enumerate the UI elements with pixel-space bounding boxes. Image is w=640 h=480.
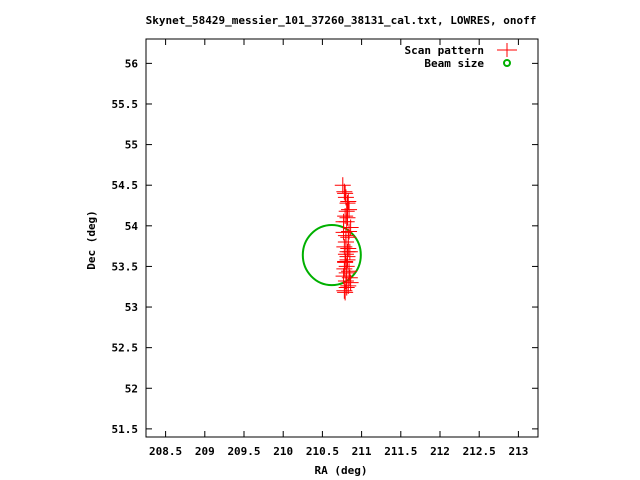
scan-point	[335, 213, 352, 230]
scan-point	[340, 193, 357, 210]
scan-pattern-series	[334, 177, 359, 301]
scan-point	[341, 223, 358, 240]
y-tick-label: 55.5	[112, 98, 139, 111]
x-tick-label: 208.5	[149, 445, 182, 458]
scan-point	[336, 260, 353, 277]
chart-title: Skynet_58429_messier_101_37260_38131_cal…	[146, 14, 537, 27]
y-axis: 51.5 52 52.5 53 53.5 54 54.5 55 55.5 56	[112, 57, 538, 436]
y-tick-label: 53.5	[112, 260, 139, 273]
y-tick-label: 52	[125, 382, 138, 395]
x-tick-label: 210	[273, 445, 293, 458]
y-tick-label: 52.5	[112, 342, 139, 355]
scan-point	[339, 209, 356, 226]
x-tick-label: 209.5	[227, 445, 260, 458]
x-axis: 208.5 209 209.5 210 210.5 211 211.5 212 212.5 213	[149, 39, 528, 458]
x-tick-label: 210.5	[306, 445, 339, 458]
scan-point	[334, 177, 351, 194]
x-axis-label: RA (deg)	[315, 464, 368, 477]
y-tick-label: 53	[125, 301, 138, 314]
plot-frame	[145, 38, 539, 438]
y-tick-label: 54	[125, 220, 139, 233]
legend-label-scan-pattern: Scan pattern	[405, 44, 484, 57]
y-tick-label: 56	[125, 57, 139, 70]
scan-point	[336, 282, 353, 299]
legend-label-beam-size: Beam size	[424, 57, 484, 70]
x-tick-label: 212.5	[463, 445, 496, 458]
scan-point	[337, 273, 354, 290]
scan-point	[338, 264, 355, 281]
x-tick-label: 213	[508, 445, 528, 458]
legend-marker-scan-pattern	[497, 43, 517, 57]
y-tick-label: 51.5	[112, 423, 139, 436]
scan-point	[337, 254, 354, 271]
legend: Scan pattern Beam size	[405, 43, 517, 70]
scan-point	[339, 195, 356, 212]
x-tick-label: 209	[195, 445, 215, 458]
scan-point	[337, 284, 354, 301]
scan-point	[341, 269, 358, 286]
legend-marker-beam-size	[503, 59, 511, 67]
scan-point	[338, 279, 355, 296]
scan-point	[338, 203, 355, 220]
scan-point	[339, 251, 356, 268]
x-tick-label: 211.5	[384, 445, 417, 458]
scan-point	[340, 240, 357, 257]
scan-point	[341, 201, 358, 218]
beam-circle	[301, 224, 362, 287]
scan-point	[340, 277, 357, 294]
scan-point	[337, 185, 354, 202]
y-axis-label: Dec (deg)	[85, 210, 98, 270]
x-tick-label: 211	[352, 445, 372, 458]
y-tick-label: 55	[125, 139, 138, 152]
x-tick-label: 212	[430, 445, 450, 458]
scan-point	[337, 227, 354, 244]
beam-size-series	[301, 224, 362, 287]
y-tick-label: 54.5	[112, 179, 139, 192]
